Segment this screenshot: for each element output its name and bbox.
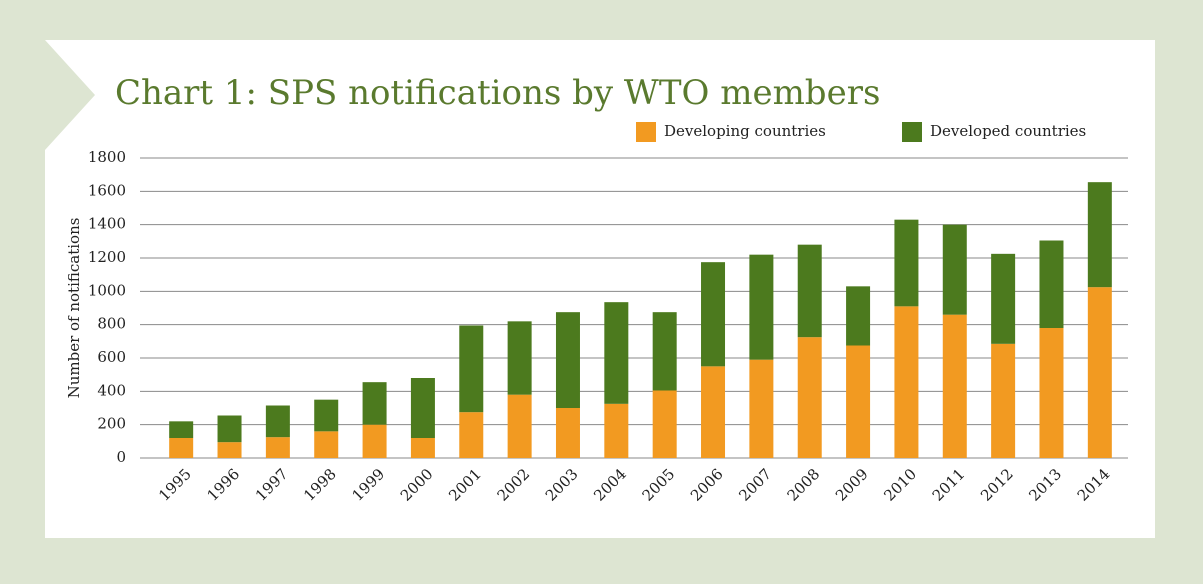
y-tick-label: 400 bbox=[97, 381, 126, 399]
bar-segment bbox=[169, 438, 194, 458]
y-tick-label: 1000 bbox=[88, 281, 126, 299]
bar-segment bbox=[846, 345, 871, 458]
bar-segment bbox=[507, 321, 532, 395]
bar-segment bbox=[942, 314, 967, 458]
bar-segment bbox=[652, 312, 677, 391]
legend-swatch bbox=[902, 122, 922, 142]
bar-segment bbox=[942, 224, 967, 315]
bar-segment bbox=[314, 431, 339, 458]
bar-segment bbox=[410, 438, 435, 458]
bar-segment bbox=[991, 253, 1016, 344]
bar-segment bbox=[555, 312, 580, 408]
bar-segment bbox=[701, 262, 726, 367]
bar-segment bbox=[1039, 240, 1064, 328]
bar-segment bbox=[555, 408, 580, 458]
bar-segment bbox=[362, 424, 387, 458]
bar-segment bbox=[217, 415, 242, 443]
bar-segment bbox=[410, 378, 435, 438]
y-tick-label: 600 bbox=[97, 348, 126, 366]
bar-segment bbox=[265, 437, 290, 458]
y-tick-label: 1800 bbox=[88, 148, 126, 166]
bar-segment bbox=[217, 442, 242, 458]
y-tick-label: 800 bbox=[97, 315, 126, 333]
y-axis-label: Number of notifications bbox=[65, 218, 83, 399]
bar-segment bbox=[604, 302, 629, 404]
bar-segment bbox=[894, 219, 919, 307]
bar-segment bbox=[894, 306, 919, 458]
bar-segment bbox=[846, 286, 871, 346]
chart-title: Chart 1: SPS notifications by WTO member… bbox=[115, 73, 880, 113]
bar-segment bbox=[749, 359, 774, 458]
y-tick-label: 1400 bbox=[88, 215, 126, 233]
bar-segment bbox=[604, 403, 629, 458]
bar-segment bbox=[169, 421, 194, 438]
bar-segment bbox=[362, 382, 387, 425]
bar-segment bbox=[749, 254, 774, 360]
bar-segment bbox=[314, 399, 339, 432]
bar-segment bbox=[459, 412, 484, 458]
legend-label: Developing countries bbox=[664, 122, 826, 140]
bar-segment bbox=[797, 337, 822, 458]
bar-segment bbox=[1039, 328, 1064, 458]
bar-segment bbox=[1087, 182, 1112, 288]
y-tick-label: 1200 bbox=[88, 248, 126, 266]
y-tick-label: 200 bbox=[97, 415, 126, 433]
y-tick-label: 0 bbox=[116, 448, 126, 466]
bar-segment bbox=[507, 394, 532, 458]
legend-swatch bbox=[636, 122, 656, 142]
panel bbox=[45, 40, 1155, 538]
bar-segment bbox=[652, 390, 677, 458]
bar-segment bbox=[797, 244, 822, 338]
bar-segment bbox=[701, 366, 726, 458]
legend-label: Developed countries bbox=[930, 122, 1086, 140]
bar-segment bbox=[459, 325, 484, 413]
bar-segment bbox=[265, 405, 290, 438]
bar-segment bbox=[1087, 287, 1112, 458]
y-tick-label: 1600 bbox=[88, 181, 126, 199]
bar-segment bbox=[991, 343, 1016, 458]
